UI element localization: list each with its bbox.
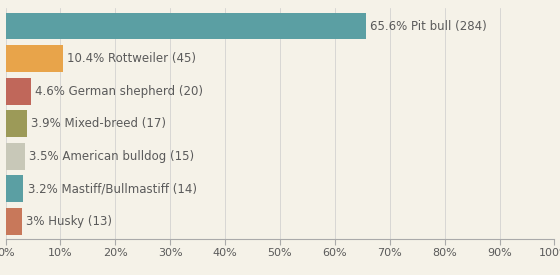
- Text: 3% Husky (13): 3% Husky (13): [26, 215, 113, 228]
- Bar: [6, 175, 23, 202]
- Text: 3.9% Mixed-breed (17): 3.9% Mixed-breed (17): [31, 117, 166, 130]
- Bar: [6, 45, 63, 72]
- Text: 3.5% American bulldog (15): 3.5% American bulldog (15): [29, 150, 194, 163]
- Bar: [6, 110, 27, 137]
- Bar: [6, 13, 366, 40]
- Text: 4.6% German shepherd (20): 4.6% German shepherd (20): [35, 85, 203, 98]
- Text: 10.4% Rottweiler (45): 10.4% Rottweiler (45): [67, 52, 196, 65]
- Bar: [6, 208, 22, 235]
- Text: 3.2% Mastiff/Bullmastiff (14): 3.2% Mastiff/Bullmastiff (14): [27, 182, 197, 195]
- Bar: [6, 78, 31, 104]
- Bar: [6, 143, 25, 170]
- Text: 65.6% Pit bull (284): 65.6% Pit bull (284): [370, 20, 487, 33]
